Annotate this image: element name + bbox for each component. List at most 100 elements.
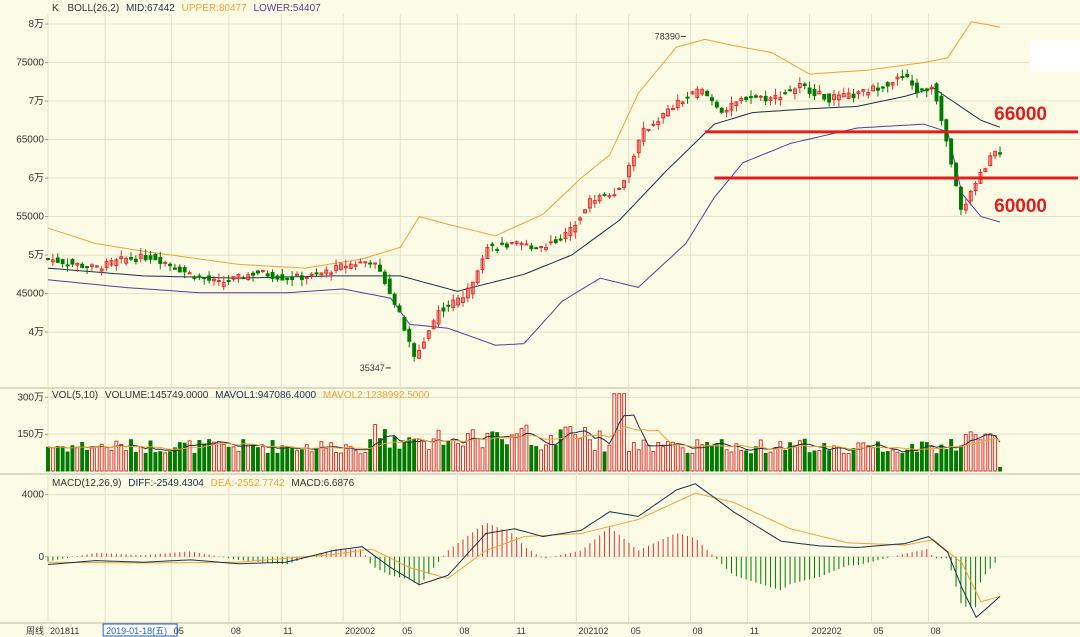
candle-body	[631, 155, 636, 167]
volume-bar	[885, 451, 890, 472]
volume-bar	[988, 433, 993, 472]
volume-bar	[177, 442, 182, 472]
candle-body	[910, 80, 915, 86]
volume-bar	[85, 449, 90, 472]
candle-body	[397, 305, 402, 313]
volume-bar	[905, 449, 910, 472]
volume-bar	[875, 441, 880, 472]
candle-body	[695, 88, 700, 99]
time-tick-label: 11	[283, 626, 292, 636]
volume-bar	[270, 440, 275, 472]
price-tick-label: 65000	[16, 135, 44, 146]
volume-bar	[783, 449, 788, 472]
volume-bar	[353, 450, 358, 472]
time-tick-label: 202102	[578, 626, 608, 636]
candle-body	[636, 139, 641, 154]
volume-bar	[397, 448, 402, 472]
candle-body	[109, 260, 114, 266]
volume-bar	[504, 444, 509, 472]
volume-bar	[236, 450, 241, 472]
volume-bar	[915, 451, 919, 472]
volume-bar	[426, 449, 431, 472]
volume-bar	[260, 446, 265, 472]
candle-body	[656, 121, 661, 126]
candle-body	[670, 107, 675, 111]
candle-body	[338, 263, 343, 270]
time-tick-label: 11	[516, 626, 525, 636]
volume-bar	[46, 446, 50, 472]
candle-body	[216, 280, 221, 283]
volume-bar	[192, 452, 197, 472]
volume-bar	[119, 443, 124, 472]
candle-body	[129, 256, 133, 260]
volume-bar	[70, 445, 75, 472]
candle-body	[363, 261, 368, 264]
candle-body	[905, 73, 910, 78]
candle-body	[251, 272, 256, 276]
candle-body	[519, 242, 524, 246]
time-tick-label: 11	[750, 626, 759, 636]
time-tick-label: 08	[459, 626, 469, 636]
candle-body	[602, 194, 607, 197]
volume-bar	[187, 440, 192, 472]
volume-bar	[607, 444, 612, 472]
time-tick-label: 2019-01-18(五)	[106, 626, 167, 636]
volume-bar	[392, 436, 397, 472]
volume-bar	[856, 442, 861, 472]
candle-body	[988, 155, 993, 167]
volume-bar	[749, 453, 753, 472]
level-label: 66000	[994, 104, 1047, 125]
support-resistance-lines: 66000 60000	[704, 104, 1078, 217]
volume-bar	[280, 445, 285, 472]
candle-body	[666, 108, 670, 117]
volume-bar	[529, 444, 534, 472]
price-annotations: 78390 35347	[360, 31, 686, 373]
volume-bar	[358, 453, 363, 472]
macd-histogram	[47, 523, 996, 608]
candle-body	[592, 200, 597, 204]
candle-body	[94, 265, 99, 268]
candle-body	[207, 275, 212, 281]
volume-bar	[265, 452, 270, 472]
volume-bar	[80, 441, 85, 472]
candle-body	[236, 273, 241, 279]
volume-bar	[89, 447, 94, 472]
candle-body	[348, 263, 353, 269]
volume-bar	[861, 442, 866, 472]
volume-bar	[382, 429, 387, 472]
volume-bar	[900, 453, 905, 472]
candle-body	[539, 246, 544, 249]
candle-body	[993, 150, 998, 157]
price-header: K BOLL(26,2) MID:67442 UPPER:80477 LOWER…	[52, 3, 321, 14]
candle-body	[275, 275, 280, 280]
volume-bar	[587, 439, 592, 472]
candle-body	[148, 255, 153, 260]
candle-body	[963, 203, 968, 211]
volume-bar	[880, 451, 885, 472]
price-tick-label: 5万	[28, 250, 44, 261]
volume-bar	[597, 430, 602, 472]
volume-bar	[841, 452, 846, 472]
volume-bar	[973, 434, 978, 472]
time-tick-label: 201811	[50, 626, 79, 636]
volume-bar	[241, 439, 246, 472]
candle-body	[70, 259, 75, 265]
volume-bar	[285, 446, 290, 472]
candle-body	[475, 270, 480, 284]
boll-mid-line	[47, 87, 1001, 292]
volume-bar	[143, 452, 148, 472]
candle-body	[661, 112, 666, 119]
candle-body	[241, 277, 246, 280]
candle-body	[299, 275, 304, 280]
macd-diff-line	[47, 483, 1001, 619]
volume-bar	[788, 442, 793, 472]
candle-body	[744, 96, 749, 100]
candle-body	[265, 273, 270, 277]
candle-body	[55, 257, 60, 263]
candle-body	[470, 281, 475, 295]
candle-body	[900, 75, 905, 78]
candle-body	[456, 297, 461, 306]
candle-body	[856, 91, 861, 95]
candle-body	[270, 272, 275, 279]
